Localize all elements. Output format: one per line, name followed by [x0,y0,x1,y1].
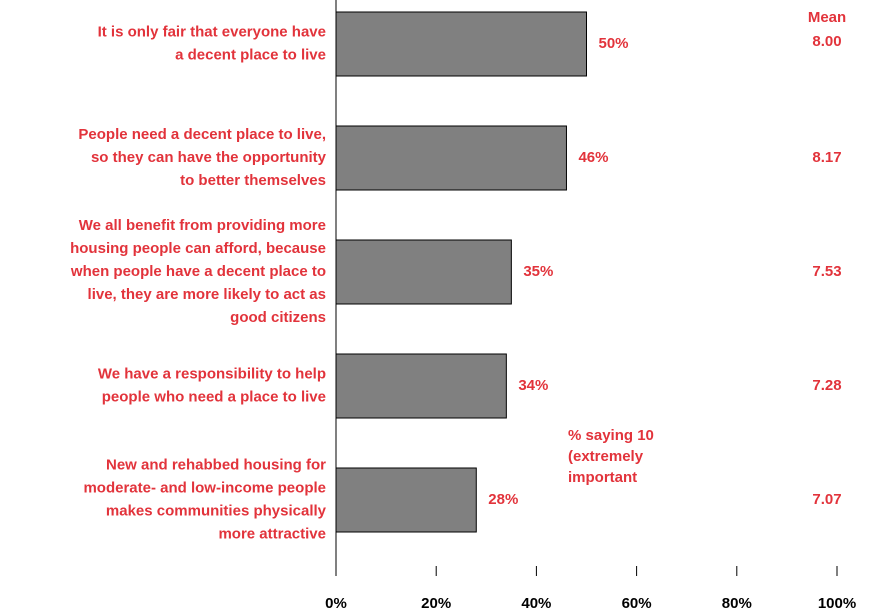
mean-value: 7.28 [812,377,841,394]
category-label: moderate- and low-income people [83,479,326,496]
value-label: 50% [599,35,629,52]
bar [335,125,567,191]
category-label: so they can have the opportunity [91,149,327,166]
x-tick-label: 60% [622,595,652,612]
mean-header: Mean [808,9,846,26]
x-tick-label: 20% [421,595,451,612]
x-tick-label: 100% [818,595,856,612]
value-label: 34% [518,377,548,394]
value-label: 35% [523,263,553,280]
category-label: live, they are more likely to act as [88,286,326,303]
x-tick-label: 40% [521,595,551,612]
bar [335,11,587,77]
category-label: We have a responsibility to help [98,365,326,382]
annotation: % saying 10 [568,427,654,444]
bar [335,239,512,305]
value-label: 28% [488,491,518,508]
category-label: We all benefit from providing more [79,217,326,234]
bar [335,467,477,533]
category-label: good citizens [230,309,326,326]
category-label: when people have a decent place to [70,263,326,280]
category-label: a decent place to live [175,46,326,63]
bar [335,353,507,419]
category-label: housing people can afford, because [70,240,326,257]
category-label: People need a decent place to live, [78,126,326,143]
category-label: more attractive [218,525,326,542]
mean-value: 8.17 [812,149,841,166]
mean-value: 8.00 [812,33,841,50]
value-label: 46% [578,149,608,166]
category-label: people who need a place to live [102,388,326,405]
annotation: (extremely [568,448,644,465]
category-label: It is only fair that everyone have [98,23,326,40]
category-label: makes communities physically [106,502,327,519]
category-label: to better themselves [180,172,326,189]
mean-value: 7.53 [812,263,841,280]
annotation: important [568,469,637,486]
x-tick-label: 0% [325,595,347,612]
mean-value: 7.07 [812,491,841,508]
x-tick-label: 80% [722,595,752,612]
category-label: New and rehabbed housing for [106,456,326,473]
